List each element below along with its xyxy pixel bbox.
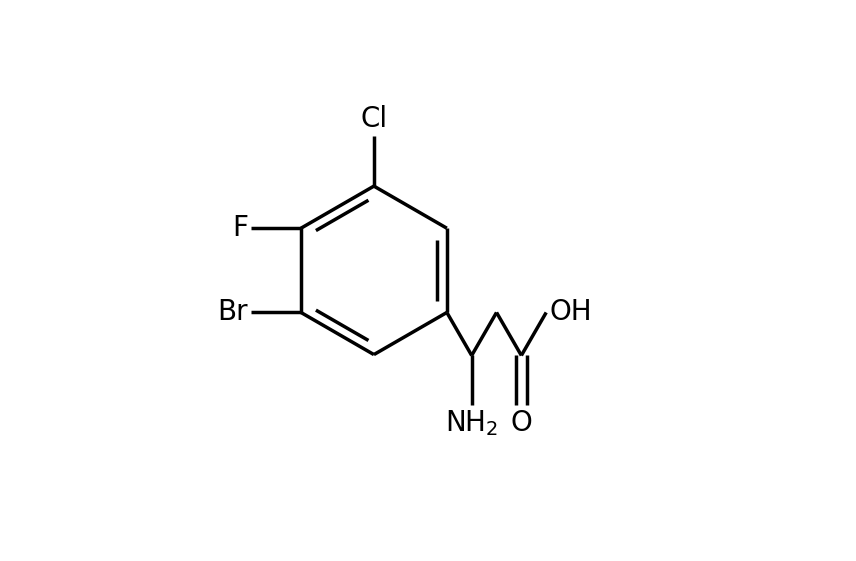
Text: NH$_2$: NH$_2$ [445, 408, 498, 438]
Text: O: O [510, 408, 532, 436]
Text: OH: OH [550, 298, 592, 327]
Text: Br: Br [217, 298, 248, 327]
Text: F: F [232, 214, 248, 242]
Text: Cl: Cl [360, 105, 388, 133]
